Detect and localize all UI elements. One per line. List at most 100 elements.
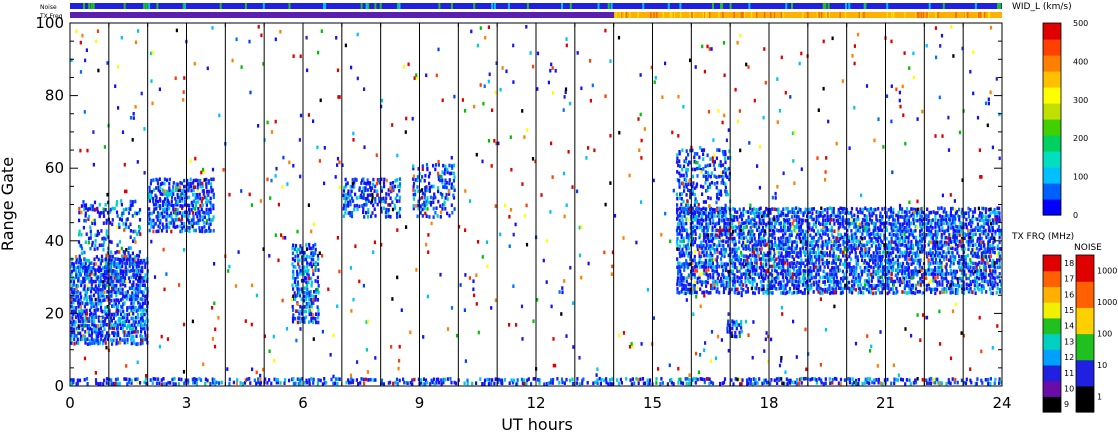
scatter-cell [995, 260, 998, 265]
scatter-cell [98, 341, 101, 345]
scatter-cell [423, 203, 426, 208]
scatter-cell [192, 188, 195, 193]
scatter-cell [749, 206, 752, 211]
scatter-cell [773, 251, 776, 256]
scatter-cell [980, 254, 983, 259]
scatter-cell [154, 221, 157, 226]
scatter-cell [797, 251, 800, 255]
scatter-cell [745, 284, 748, 288]
scatter-cell [731, 250, 734, 254]
scatter-cell [996, 258, 999, 262]
scatter-cell [687, 239, 690, 243]
scatter-cell [877, 228, 880, 232]
scatter-cell [802, 211, 805, 216]
scatter-cell [828, 287, 831, 291]
scatter-cell [991, 250, 994, 254]
scatter-cell [301, 250, 304, 254]
scatter-cell [139, 273, 142, 277]
scatter-cell [812, 235, 815, 240]
scatter-cell [930, 221, 933, 226]
scatter-cell [296, 309, 299, 313]
scatter-cell [733, 243, 736, 247]
scatter-cell [809, 233, 812, 238]
scatter-cell [935, 261, 939, 265]
scatter-cell [139, 297, 142, 301]
noise-strip-mark [974, 3, 977, 9]
scatter-cell [676, 232, 679, 237]
scatter-cell [293, 247, 296, 252]
scatter-cell [183, 224, 186, 229]
scatter-cell [300, 297, 303, 302]
scatter-cell [292, 264, 295, 269]
scatter-cell [700, 242, 703, 247]
scatter-cell [810, 276, 813, 280]
scatter-cell [367, 210, 370, 215]
scatter-cell [126, 290, 129, 294]
scatter-cell [890, 222, 893, 226]
scatter-cell [124, 265, 127, 269]
txfreq-strip-mark [966, 12, 969, 18]
scatter-cell [831, 210, 834, 214]
scatter-cell [711, 258, 714, 262]
scatter-cell [975, 280, 978, 284]
scatter-cell [128, 305, 131, 310]
scatter-cell [79, 319, 82, 323]
scatter-cell [949, 291, 952, 295]
scatter-cell [676, 153, 679, 157]
scatter-cell [844, 211, 847, 215]
scatter-cell [727, 319, 730, 324]
scatter-cell [835, 283, 838, 287]
scatter-cell [925, 213, 928, 218]
scatter-cell [954, 288, 957, 292]
scatter-cell [753, 291, 756, 296]
scatter-cell [791, 226, 794, 230]
scatter-cell [993, 236, 996, 241]
scatter-cell [99, 276, 102, 280]
scatter-cell [104, 316, 107, 321]
scatter-cell [704, 246, 707, 251]
scatter-cell [812, 247, 816, 251]
scatter-cell [680, 235, 683, 239]
scatter-cell [695, 182, 699, 186]
scatter-cell [723, 221, 726, 225]
scatter-cell [914, 272, 918, 276]
scatter-cell [203, 229, 207, 234]
scatter-cell [691, 184, 694, 189]
scatter-cell [899, 226, 902, 230]
scatter-cell [740, 243, 744, 248]
scatter-cell [871, 211, 874, 215]
scatter-cell [725, 262, 728, 266]
txfreq-strip-mark [722, 12, 724, 18]
scatter-cell [943, 236, 946, 240]
scatter-cell [786, 206, 790, 211]
scatter-cell [85, 266, 88, 270]
scatter-cell [305, 309, 308, 314]
scatter-cell [702, 152, 705, 156]
scatter-cell [811, 211, 814, 215]
scatter-cell [420, 196, 424, 200]
scatter-cell [735, 249, 738, 254]
scatter-cell [106, 337, 109, 341]
scatter-cell [971, 243, 975, 248]
scatter-cell [889, 258, 892, 263]
scatter-cell [722, 163, 725, 167]
scatter-cell [119, 279, 122, 283]
scatter-cell [746, 239, 749, 244]
txfreq-strip-mark [629, 12, 631, 18]
scatter-cell [890, 214, 893, 218]
scatter-cell [879, 269, 882, 273]
scatter-cell [101, 287, 104, 292]
scatter-cell [866, 242, 869, 247]
scatter-cell [196, 214, 199, 219]
scatter-cell [872, 260, 875, 265]
scatter-cell [127, 225, 130, 230]
scatter-cell [198, 192, 201, 197]
scatter-cell [983, 268, 986, 272]
scatter-cell [114, 302, 117, 306]
scatter-cell [712, 218, 715, 223]
scatter-cell [890, 240, 893, 244]
scatter-cell [760, 268, 763, 273]
scatter-cell [778, 286, 781, 291]
txfreq-strip-mark [707, 12, 709, 18]
scatter-cell [787, 243, 790, 248]
